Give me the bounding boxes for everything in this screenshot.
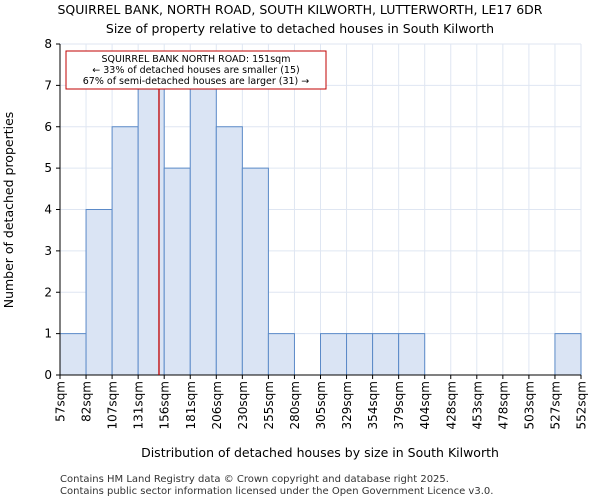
x-tick-label: 305sqm (314, 381, 328, 429)
chart-title: SQUIRREL BANK, NORTH ROAD, SOUTH KILWORT… (57, 2, 542, 17)
bar (346, 333, 374, 376)
bar (241, 167, 269, 376)
annotation-frame (65, 50, 327, 90)
x-tick-label: 527sqm (548, 381, 562, 429)
y-tick-label: 8 (44, 37, 52, 51)
x-tick-label: 107sqm (106, 381, 120, 429)
x-tick-label: 478sqm (496, 381, 510, 429)
x-tick-label: 206sqm (210, 381, 224, 429)
x-tick-label: 82sqm (80, 381, 94, 422)
annotation-line-2: ← 33% of detached houses are smaller (15… (92, 65, 299, 76)
x-tick-label: 181sqm (184, 381, 198, 429)
x-tick-label: 280sqm (288, 381, 302, 429)
annotation-box: SQUIRREL BANK NORTH ROAD: 151sqm ← 33% o… (65, 50, 327, 90)
x-tick-label: 156sqm (158, 381, 172, 429)
x-tick-label: 230sqm (236, 381, 250, 429)
x-tick-label: 329sqm (340, 381, 354, 429)
x-tick-label: 354sqm (366, 381, 380, 429)
y-tick-label: 7 (44, 78, 52, 92)
y-axis-label: Number of detached properties (1, 112, 16, 309)
x-tick-label: 404sqm (418, 381, 432, 429)
bar (85, 209, 113, 376)
bar (372, 333, 400, 376)
bar (215, 126, 243, 376)
x-axis-label: Distribution of detached houses by size … (141, 445, 499, 460)
y-tick-label: 4 (44, 203, 52, 217)
annotation-line-1: SQUIRREL BANK NORTH ROAD: 151sqm (102, 54, 291, 65)
x-tick-label: 428sqm (444, 381, 458, 429)
bar (267, 333, 295, 376)
x-tick-label: 453sqm (470, 381, 484, 429)
footer-line-2: Contains public sector information licen… (60, 486, 493, 497)
bar (320, 333, 348, 376)
y-tick-label: 3 (44, 244, 52, 258)
y-tick-label: 6 (44, 120, 52, 134)
bar (163, 167, 191, 376)
y-tick-label: 0 (44, 368, 52, 382)
bar (398, 333, 426, 376)
bar (137, 84, 165, 376)
x-tick-label: 255sqm (262, 381, 276, 429)
footer-line-1: Contains HM Land Registry data © Crown c… (60, 474, 449, 485)
annotation-line-3: 67% of semi-detached houses are larger (… (83, 76, 310, 87)
x-tick-label: 379sqm (392, 381, 406, 429)
x-tick-label: 57sqm (54, 381, 68, 422)
chart-subtitle: Size of property relative to detached ho… (106, 21, 494, 36)
x-tick-label: 503sqm (522, 381, 536, 429)
bar (111, 126, 139, 376)
y-tick-label: 2 (44, 285, 52, 299)
x-tick-label: 131sqm (132, 381, 146, 429)
bar (554, 333, 582, 376)
y-ticks: 0 1 2 3 4 5 6 7 8 (44, 37, 60, 382)
bar (189, 84, 217, 376)
x-tick-label: 552sqm (575, 381, 589, 429)
x-ticks: 57sqm 82sqm 107sqm 131sqm 156sqm 181sqm 206sqm… (54, 375, 589, 429)
y-tick-label: 1 (44, 327, 52, 341)
bar (59, 333, 87, 376)
y-tick-label: 5 (44, 161, 52, 175)
